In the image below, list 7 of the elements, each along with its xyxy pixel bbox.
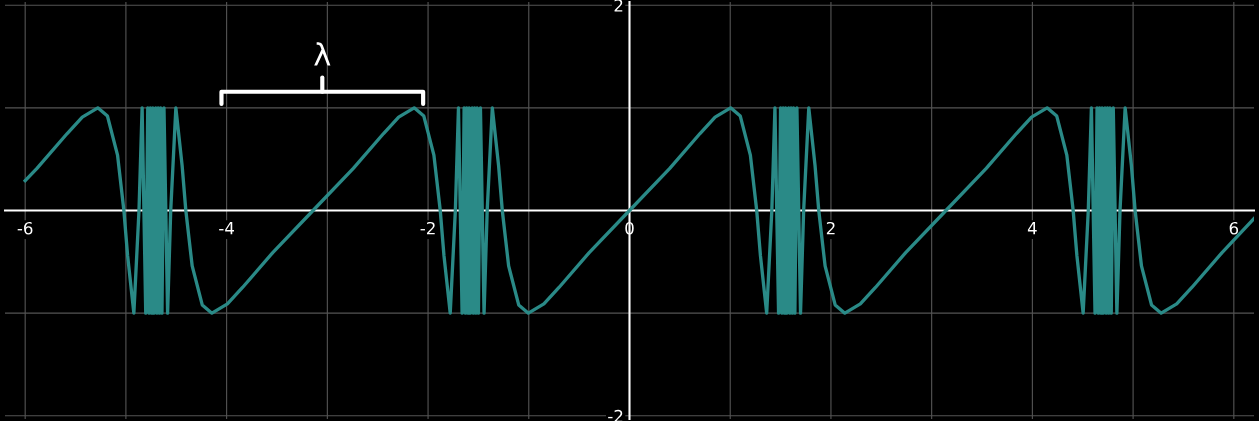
x-tick-label: 4: [1027, 222, 1037, 235]
x-tick-label: -4: [219, 222, 234, 235]
x-tick-label: -6: [17, 221, 33, 235]
x-tick-label: 6: [1229, 221, 1239, 235]
x-tick-label: -2: [420, 221, 435, 235]
annotation: λ: [314, 42, 331, 66]
x-tick-label: 2: [826, 221, 835, 235]
